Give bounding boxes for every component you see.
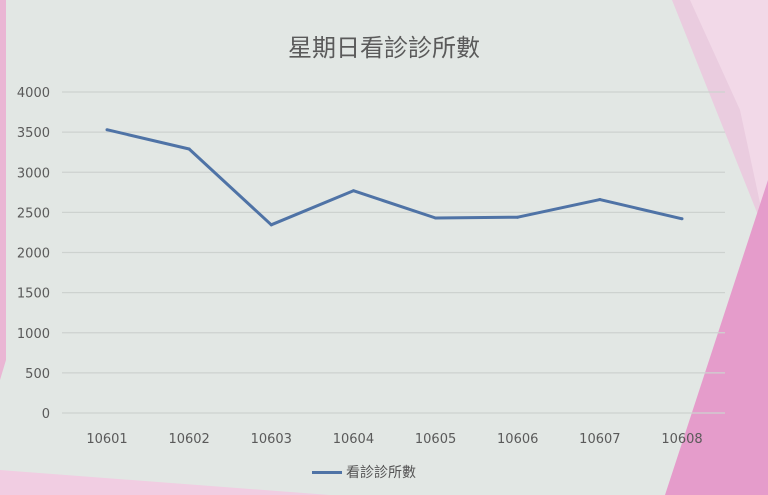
data-point [351, 189, 355, 193]
y-tick-label: 0 [42, 407, 50, 422]
x-tick-label: 10602 [168, 432, 209, 447]
x-tick-label: 10605 [415, 432, 456, 447]
chart-title: 星期日看診診所數 [288, 34, 480, 62]
y-tick-label: 1500 [17, 287, 50, 302]
x-tick-label: 10601 [86, 432, 127, 447]
x-tick-label: 10603 [251, 432, 292, 447]
x-tick-label: 10607 [579, 432, 620, 447]
y-tick-label: 2000 [17, 247, 50, 262]
y-tick-label: 1000 [17, 327, 50, 342]
data-point [516, 215, 520, 219]
data-point [105, 128, 109, 132]
data-point [187, 147, 191, 151]
x-tick-label: 10604 [333, 432, 374, 447]
data-point [269, 223, 273, 227]
data-point [434, 216, 438, 220]
x-tick-label: 10608 [661, 432, 702, 447]
y-tick-label: 3500 [17, 126, 50, 141]
legend-swatch [312, 470, 342, 474]
y-tick-label: 2500 [17, 206, 50, 221]
y-tick-label: 3000 [17, 166, 50, 181]
series-line [106, 128, 683, 227]
legend: 看診診所數 [312, 462, 416, 482]
x-tick-label: 10606 [497, 432, 538, 447]
y-tick-label: 500 [25, 367, 50, 382]
data-point [680, 217, 684, 221]
legend-label: 看診診所數 [346, 465, 416, 481]
data-point [598, 198, 602, 202]
y-tick-label: 4000 [17, 86, 50, 101]
